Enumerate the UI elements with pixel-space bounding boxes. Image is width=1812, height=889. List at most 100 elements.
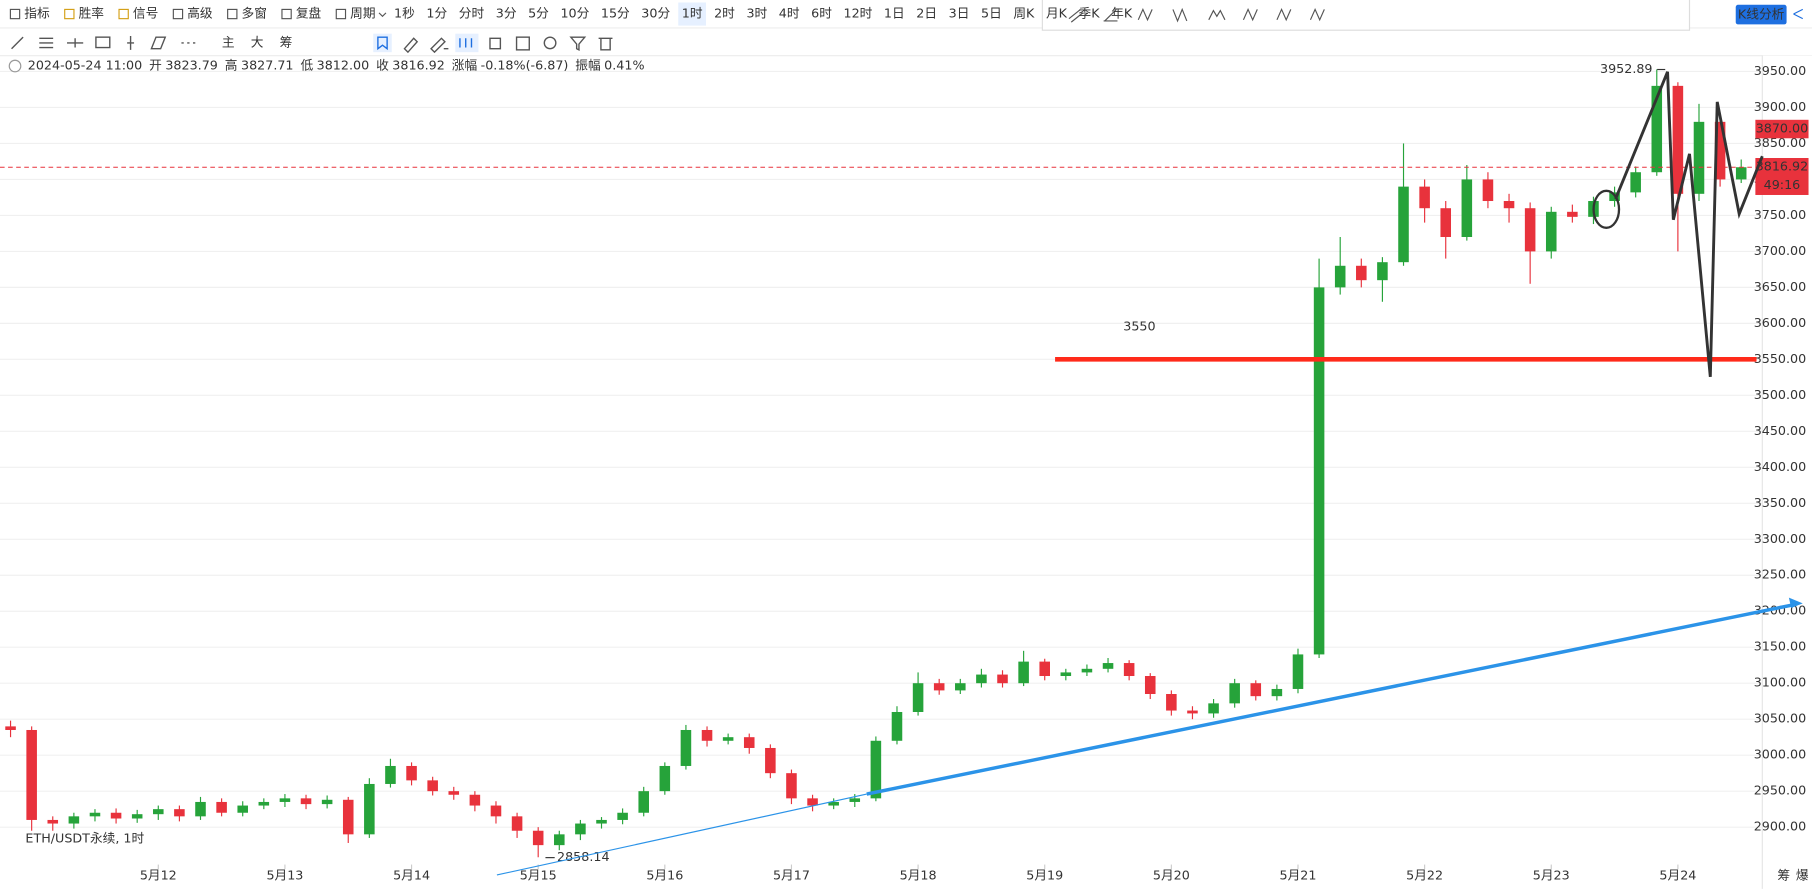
tool-icon[interactable]	[64, 8, 75, 20]
icon-magnet[interactable]	[543, 36, 557, 50]
popup-box[interactable]	[1041, 0, 1691, 31]
period-button[interactable]: 2日	[916, 6, 937, 21]
icon-channel[interactable]	[150, 36, 167, 50]
indicator-label[interactable]: 筹	[280, 34, 293, 49]
period-button[interactable]: 1时	[682, 6, 703, 21]
y-tick-label: 3150.00	[1754, 639, 1807, 654]
icon-ruler[interactable]	[403, 37, 419, 54]
period-button[interactable]: 6时	[811, 6, 832, 21]
icon-active[interactable]	[455, 33, 479, 53]
period-button[interactable]: 1日	[884, 6, 905, 21]
tool-button[interactable]: 高级	[187, 6, 213, 21]
indicator-label[interactable]: 主	[222, 34, 235, 49]
icon-bars[interactable]	[459, 38, 473, 48]
candle-body	[1567, 211, 1578, 217]
candle-body	[849, 798, 861, 802]
icon-filter[interactable]	[569, 36, 587, 51]
tool-icon[interactable]	[227, 8, 238, 20]
indicator-label[interactable]: 大	[251, 34, 264, 49]
candle-body	[153, 809, 164, 815]
candle-body	[1166, 693, 1177, 711]
y-tick-label: 3950.00	[1754, 63, 1807, 78]
tool-icon[interactable]	[172, 8, 184, 20]
tool-button[interactable]: 复盘	[296, 6, 322, 21]
x-tick-label: 5月24	[1659, 868, 1696, 883]
icon-lines[interactable]	[39, 37, 54, 49]
tool-button[interactable]: 周期	[350, 6, 375, 21]
analysis-button[interactable]: K线分析	[1738, 7, 1785, 22]
tool-icon[interactable]	[281, 8, 292, 20]
tool-button[interactable]: 指标	[24, 6, 50, 21]
period-button[interactable]: 1分	[426, 6, 447, 21]
candle-body	[406, 765, 417, 781]
candle-body	[427, 780, 438, 792]
period-button[interactable]: 年K	[1111, 6, 1133, 21]
corner-label[interactable]: 筹	[1777, 868, 1790, 883]
candle-body	[976, 674, 987, 684]
icon-note[interactable]	[515, 36, 530, 51]
candle-body	[1123, 663, 1135, 677]
x-tick-label: 5月16	[646, 868, 683, 883]
dropdown-caret[interactable]	[378, 12, 387, 18]
icon-rect[interactable]	[95, 36, 111, 49]
tool-icon[interactable]	[335, 8, 347, 20]
period-button[interactable]: 15分	[601, 6, 630, 21]
share-icon[interactable]	[1793, 8, 1804, 20]
period-button[interactable]: 10分	[560, 6, 589, 21]
candle-body	[933, 683, 945, 691]
icon-trash[interactable]	[598, 37, 613, 51]
analysis-button-bg[interactable]	[1735, 4, 1787, 25]
y-tick-label: 3450.00	[1754, 423, 1807, 438]
period-button[interactable]: 季K	[1079, 6, 1101, 21]
period-button[interactable]: 3日	[949, 6, 970, 21]
icon-lock[interactable]	[489, 37, 502, 50]
period-button[interactable]: 分时	[459, 6, 485, 21]
candle-body	[1524, 208, 1536, 252]
icon-vline[interactable]	[127, 35, 135, 50]
period-button[interactable]: 2时	[714, 6, 735, 21]
period-button[interactable]: 12时	[844, 6, 873, 21]
x-tick-label: 5月14	[393, 868, 430, 883]
candle-body	[342, 799, 354, 835]
info-label: 开	[149, 58, 162, 73]
icon-pen[interactable]	[430, 37, 449, 54]
icon-bookmark[interactable]	[377, 36, 388, 51]
tool-button[interactable]: 胜率	[79, 6, 105, 21]
alert-price-box	[1755, 119, 1809, 139]
candle-body	[554, 834, 565, 846]
period-button[interactable]: 3分	[496, 6, 517, 21]
last-price-label: 3816.92	[1756, 159, 1809, 174]
info-label: 高	[225, 58, 238, 73]
candle-body	[955, 683, 966, 691]
y-tick-label: 2950.00	[1754, 783, 1807, 798]
tool-button[interactable]: 信号	[133, 6, 158, 21]
period-button[interactable]: 5分	[528, 6, 549, 21]
corner-label[interactable]: 爆	[1796, 868, 1809, 883]
period-button[interactable]: 周K	[1013, 6, 1035, 21]
tool-icon[interactable]	[9, 8, 21, 20]
pattern-popup[interactable]	[1041, 0, 1691, 31]
period-button[interactable]: 5日	[981, 6, 1002, 21]
period-button[interactable]: 4时	[779, 6, 800, 21]
candle-body	[1714, 121, 1726, 180]
icon-line[interactable]	[11, 36, 24, 50]
period-button[interactable]: 月K	[1046, 6, 1068, 21]
candle-body	[279, 798, 291, 802]
period-selected	[678, 2, 706, 26]
candle-body	[1398, 186, 1409, 263]
period-button[interactable]: 3时	[746, 6, 767, 21]
period-button[interactable]: 30分	[641, 6, 670, 21]
icon-hline[interactable]	[67, 38, 84, 48]
tool-button[interactable]: 多窗	[242, 6, 267, 21]
drawing-icons[interactable]	[11, 33, 613, 54]
candle-body	[1672, 85, 1684, 194]
candle-body	[68, 816, 80, 824]
y-tick-label: 3350.00	[1754, 495, 1807, 510]
y-tick-label: 3250.00	[1754, 567, 1807, 582]
tool-icon[interactable]	[118, 8, 129, 20]
candle-body	[385, 765, 396, 784]
period-button[interactable]: 1秒	[394, 6, 415, 21]
info-toggle[interactable]	[8, 59, 22, 73]
popup-icons[interactable]	[1068, 7, 1325, 23]
